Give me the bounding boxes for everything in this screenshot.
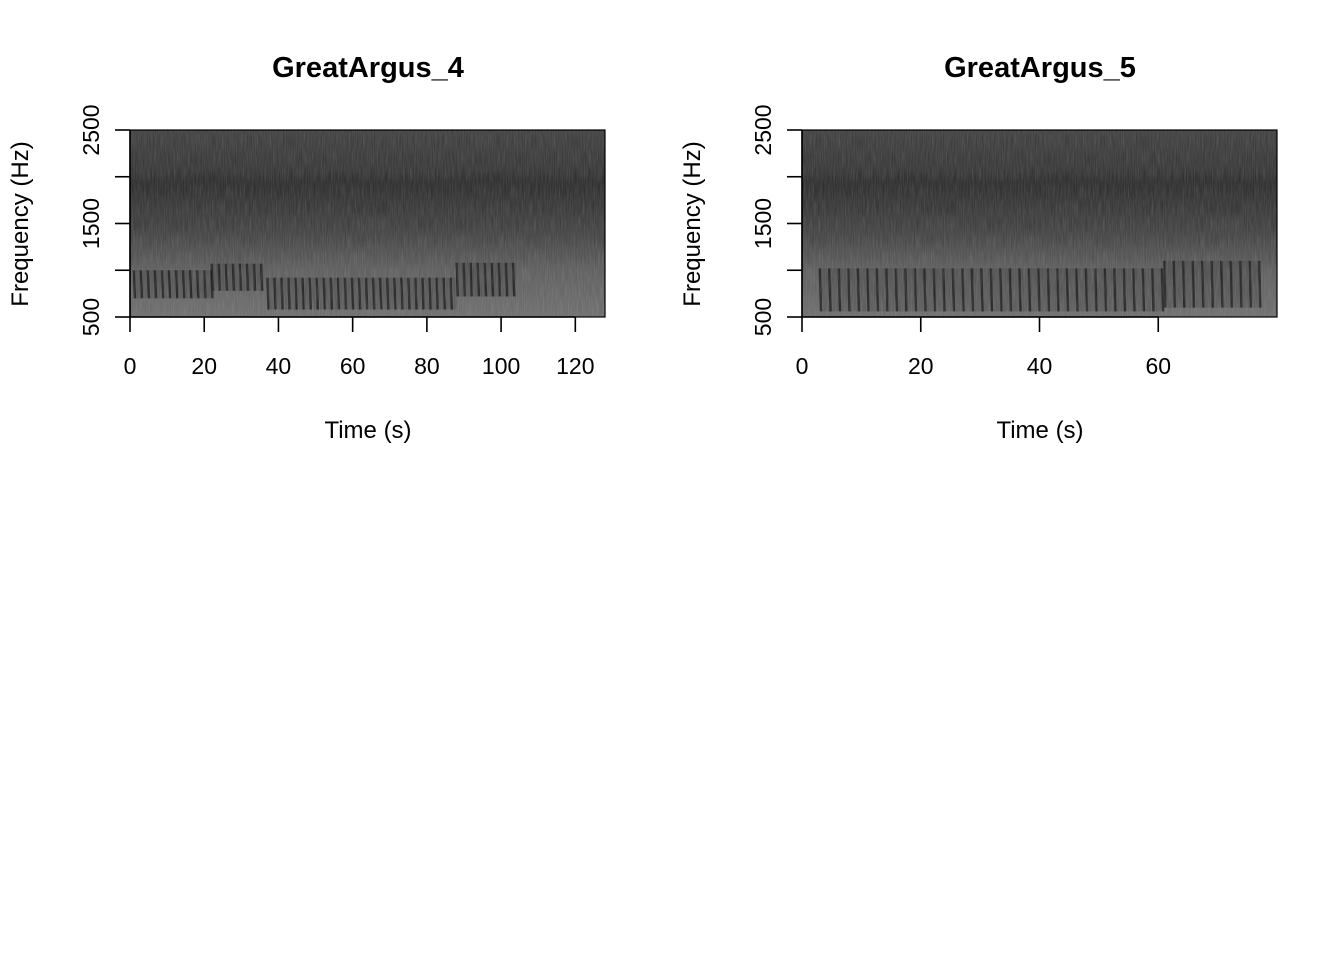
panel-2-noise	[802, 130, 1277, 317]
y-tick-label: 2500	[78, 104, 104, 155]
y-tick-label: 1500	[78, 198, 104, 249]
x-tick-label: 100	[482, 353, 520, 379]
y-tick-label: 2500	[750, 104, 776, 155]
x-tick-label: 0	[796, 353, 809, 379]
panel-2-title: GreatArgus_5	[944, 52, 1136, 84]
panel-2-x-axis: 0 20 40 60	[796, 316, 1171, 379]
x-tick-label: 60	[340, 353, 366, 379]
panel-2-y-axis-label: Frequency (Hz)	[679, 141, 706, 306]
spectrogram-panel-2: GreatArgus_5 0 20 40 60 500 1500 2500 Time (s…	[679, 52, 1278, 444]
y-tick-label: 1500	[750, 198, 776, 249]
panel-2-y-axis: 500 1500 2500	[750, 104, 803, 336]
panel-1-y-axis-label: Frequency (Hz)	[7, 141, 34, 306]
x-tick-label: 20	[908, 353, 934, 379]
x-tick-label: 120	[556, 353, 594, 379]
x-tick-label: 40	[266, 353, 292, 379]
y-tick-label: 500	[750, 298, 776, 336]
x-tick-label: 20	[191, 353, 217, 379]
x-tick-label: 80	[414, 353, 440, 379]
panel-1-x-axis: 0 20 40 60 80 100 120	[124, 316, 595, 379]
spectrogram-panel-1: GreatArgus_4 0 20 40 60 80 100 120 500 1500 2500…	[7, 52, 606, 444]
y-tick-label: 500	[78, 298, 104, 336]
panel-1-title: GreatArgus_4	[272, 52, 464, 84]
panel-1-y-axis: 500 1500 2500	[78, 104, 131, 336]
panel-2-x-axis-label: Time (s)	[996, 417, 1083, 444]
x-tick-label: 0	[124, 353, 137, 379]
x-tick-label: 40	[1027, 353, 1053, 379]
panel-1-x-axis-label: Time (s)	[324, 417, 411, 444]
panel-2-plot-area	[801, 129, 1278, 318]
x-tick-label: 60	[1145, 353, 1171, 379]
panel-1-plot-area	[129, 129, 606, 318]
panel-1-noise	[130, 130, 605, 317]
